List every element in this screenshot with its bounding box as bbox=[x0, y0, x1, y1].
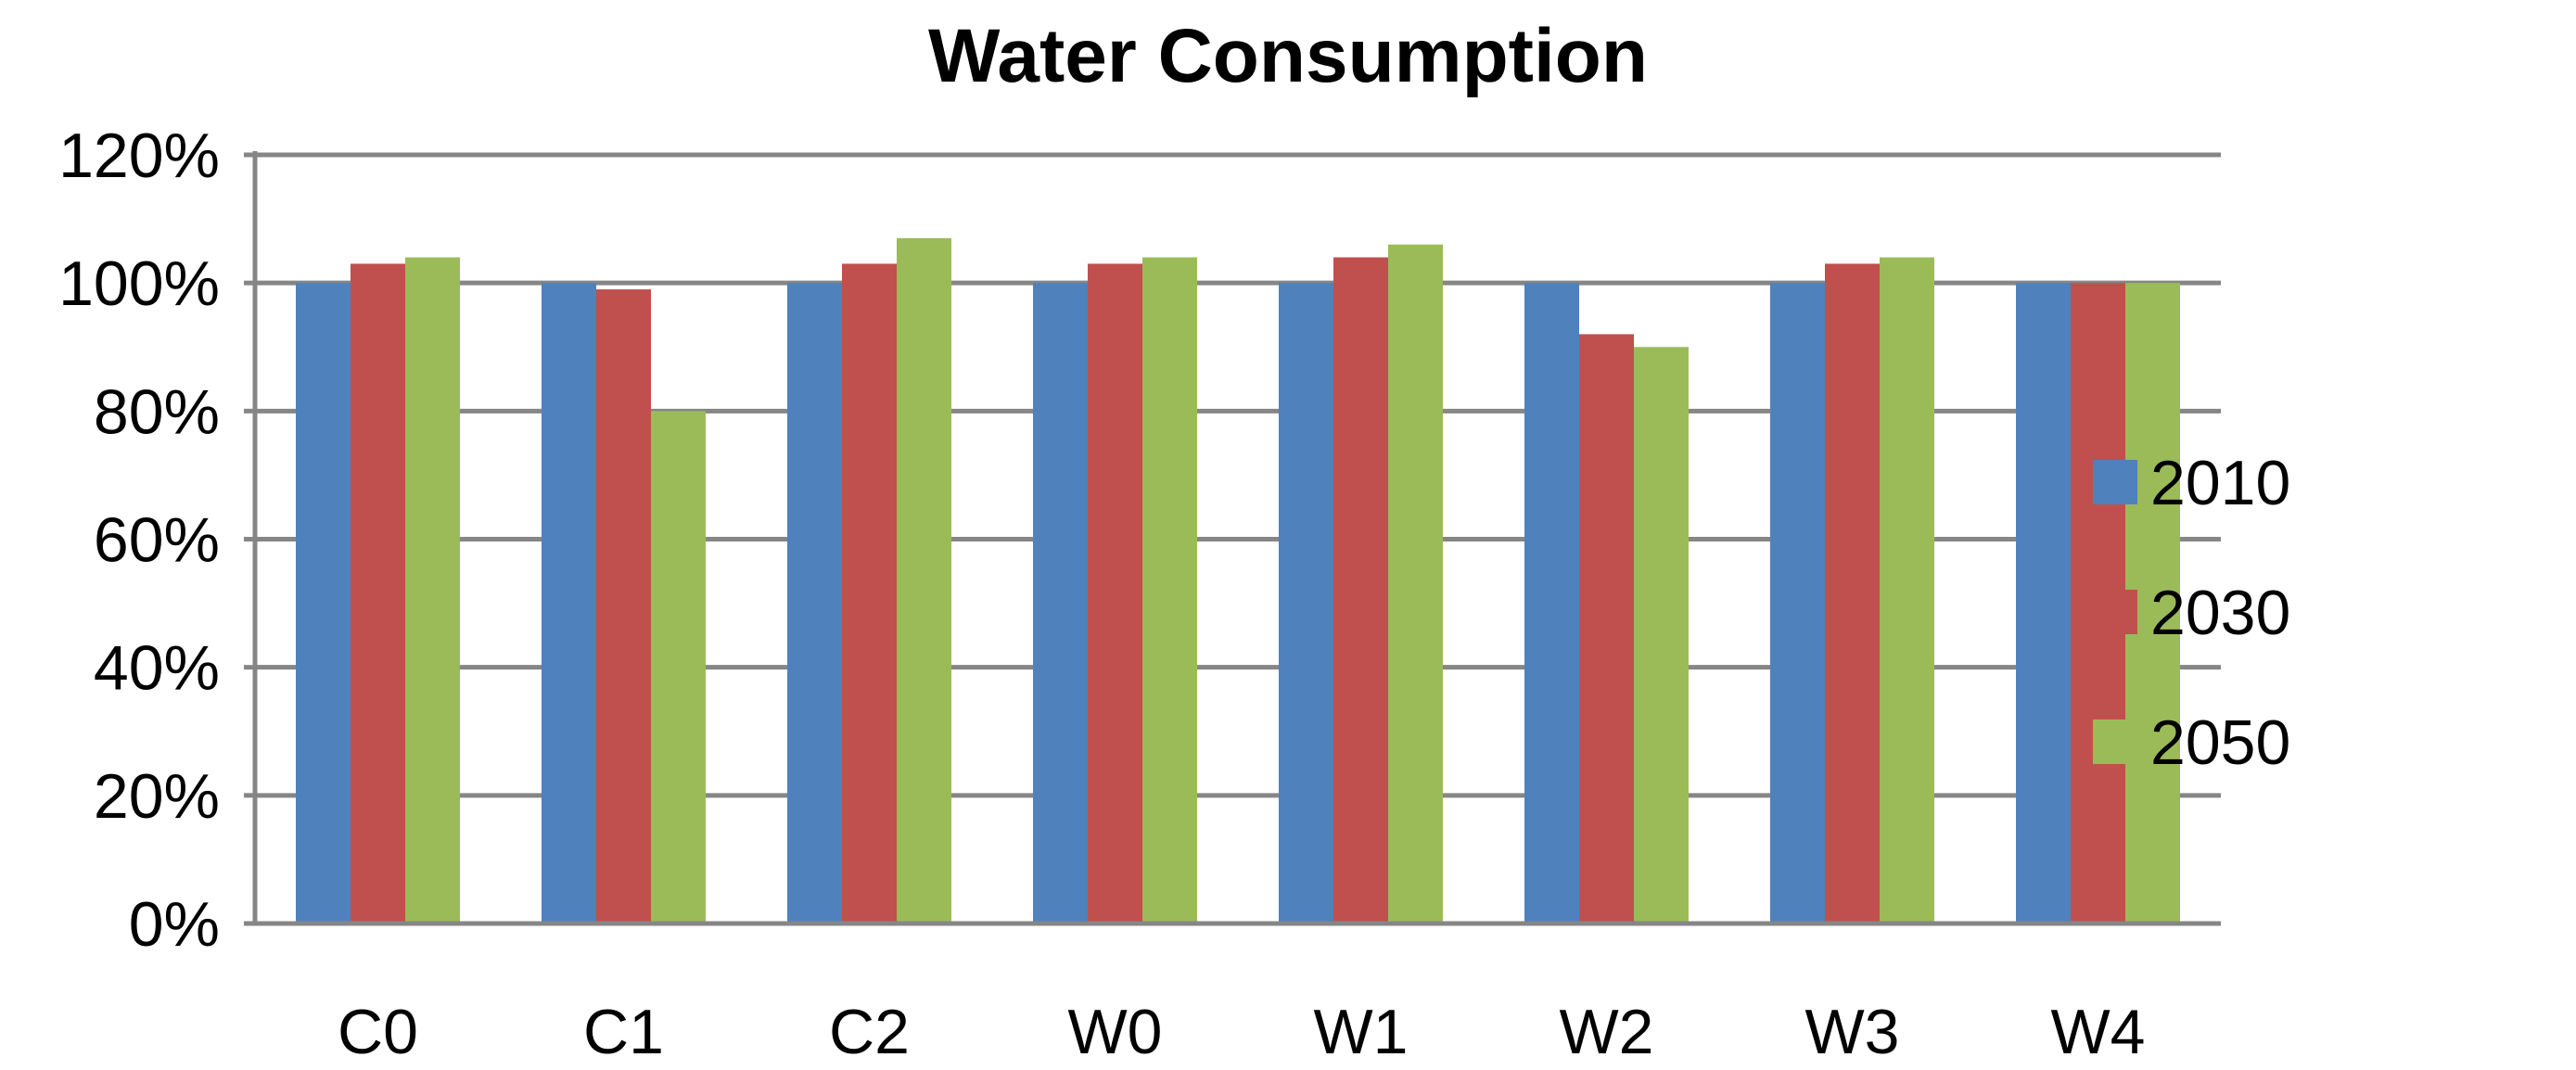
bar-W1-2010 bbox=[1279, 283, 1333, 924]
bar-C1-2030 bbox=[596, 289, 651, 924]
bar-W0-2010 bbox=[1033, 283, 1088, 924]
legend-label-2050: 2050 bbox=[2150, 707, 2290, 778]
bar-C0-2030 bbox=[351, 263, 405, 924]
legend-label-2010: 2010 bbox=[2150, 448, 2290, 518]
chart-title: Water Consumption bbox=[928, 14, 1648, 98]
y-axis-ticks: 0% 20% 40% 60% 80% 100% 120% bbox=[58, 121, 255, 960]
bar-C2-2030 bbox=[842, 263, 897, 924]
bar-W3-2030 bbox=[1825, 263, 1880, 924]
bar-C1-2010 bbox=[542, 283, 596, 924]
x-tick-label: W0 bbox=[1068, 997, 1163, 1067]
x-tick-label: C0 bbox=[338, 997, 418, 1067]
bar-W2-2010 bbox=[1524, 283, 1579, 924]
y-tick-label: 40% bbox=[94, 633, 220, 704]
y-tick-label: 120% bbox=[58, 121, 220, 191]
y-tick-label: 20% bbox=[94, 761, 220, 832]
bar-C0-2010 bbox=[296, 283, 351, 924]
bars bbox=[296, 237, 2180, 924]
legend: 2010 2030 2050 bbox=[2093, 448, 2290, 778]
bar-C2-2010 bbox=[787, 283, 842, 924]
x-tick-label: W3 bbox=[1805, 997, 1900, 1067]
x-tick-label: W1 bbox=[1314, 997, 1409, 1067]
x-tick-label: W4 bbox=[2051, 997, 2146, 1067]
legend-label-2030: 2030 bbox=[2150, 578, 2290, 648]
bar-C1-2050 bbox=[651, 411, 706, 924]
legend-swatch-2030 bbox=[2093, 590, 2137, 634]
y-tick-label: 60% bbox=[94, 505, 220, 576]
x-tick-label: C2 bbox=[829, 997, 910, 1067]
legend-swatch-2050 bbox=[2093, 720, 2137, 764]
x-axis-ticks: C0 C1 C2 W0 W1 W2 W3 W4 bbox=[338, 997, 2145, 1067]
bar-W0-2050 bbox=[1142, 257, 1197, 924]
bar-W3-2050 bbox=[1880, 257, 1934, 924]
x-tick-label: W2 bbox=[1560, 997, 1654, 1067]
bar-W2-2050 bbox=[1634, 347, 1689, 924]
bar-C2-2050 bbox=[897, 237, 951, 924]
axes bbox=[244, 151, 2221, 926]
bar-W2-2030 bbox=[1579, 334, 1634, 924]
bar-W1-2030 bbox=[1333, 257, 1388, 924]
x-tick-label: C1 bbox=[583, 997, 664, 1067]
y-tick-label: 80% bbox=[94, 376, 220, 447]
bar-W3-2010 bbox=[1770, 283, 1825, 924]
y-tick-label: 100% bbox=[58, 248, 220, 319]
bar-W4-2010 bbox=[2016, 283, 2071, 924]
legend-swatch-2010 bbox=[2093, 460, 2137, 504]
bar-W0-2030 bbox=[1088, 263, 1142, 924]
bar-W1-2050 bbox=[1388, 244, 1443, 924]
y-tick-label: 0% bbox=[129, 889, 220, 960]
bar-C0-2050 bbox=[405, 257, 460, 924]
